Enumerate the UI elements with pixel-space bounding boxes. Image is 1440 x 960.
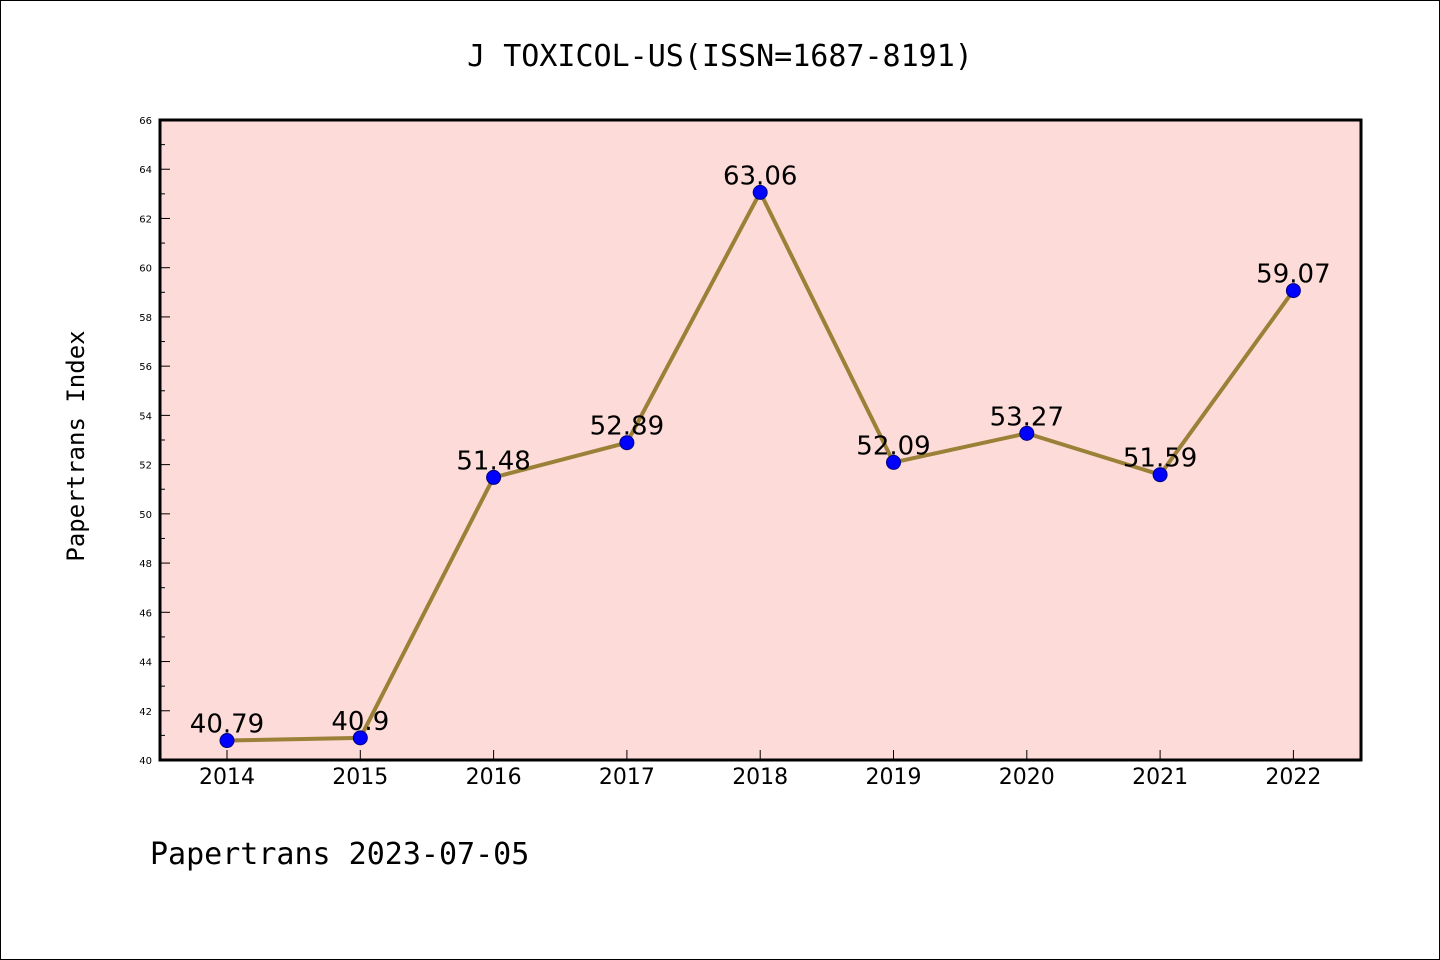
y-tick-label: 60 [139, 264, 152, 275]
y-tick-label: 56 [139, 362, 152, 373]
y-tick-label: 64 [139, 165, 152, 176]
data-point [752, 184, 768, 200]
y-tick-label: 52 [139, 461, 152, 472]
data-labels-group: 40.79 40.9 51.48 52.89 63.06 52.09 53.27 51.59 5… [190, 161, 1331, 739]
x-tick-label: 2021 [1132, 765, 1188, 790]
data-point [219, 733, 235, 749]
y-tick-label: 66 [139, 116, 152, 127]
y-axis-label: Papertrans Index [62, 330, 90, 561]
data-label: 40.79 [190, 710, 264, 740]
data-label: 40.9 [331, 707, 389, 737]
x-tick-label: 2020 [999, 765, 1055, 790]
data-point [352, 730, 368, 746]
data-label: 51.59 [1123, 444, 1197, 474]
data-label: 53.27 [990, 402, 1064, 432]
data-label: 63.06 [723, 161, 797, 191]
x-tick-label: 2016 [466, 765, 522, 790]
x-tick-label: 2019 [866, 765, 922, 790]
y-tick-label: 54 [139, 411, 152, 422]
data-label: 51.48 [456, 446, 530, 476]
plot-area [158, 118, 1363, 762]
data-label: 59.07 [1256, 260, 1330, 290]
y-tick-label: 62 [139, 214, 152, 225]
data-point [619, 435, 635, 451]
data-point [1152, 467, 1168, 483]
y-tick-label: 50 [139, 510, 152, 521]
y-tick-label: 44 [139, 658, 152, 669]
data-point [486, 469, 502, 485]
markers-group [219, 184, 1301, 749]
y-tick-label: 48 [139, 559, 152, 570]
x-tick-label: 2014 [199, 765, 255, 790]
data-label: 52.09 [856, 431, 930, 461]
y-tick-label: 42 [139, 707, 152, 718]
data-label: 52.89 [590, 412, 664, 442]
x-tick-label: 2022 [1265, 765, 1321, 790]
data-point [1019, 425, 1035, 441]
y-tick-label: 46 [139, 608, 152, 619]
y-axis: 40 42 44 46 48 50 52 54 56 58 60 62 64 66 [139, 116, 170, 767]
y-tick-label: 58 [139, 313, 152, 324]
y-tick-label: 40 [139, 756, 152, 767]
x-axis: 2014 2015 2016 2017 2018 2019 2020 2021 2022 [199, 750, 1321, 790]
x-tick-label: 2018 [732, 765, 788, 790]
footer-text: Papertrans 2023-07-05 [150, 837, 529, 872]
data-point [886, 454, 901, 470]
x-tick-label: 2017 [599, 765, 655, 790]
chart-title: J TOXICOL-US(ISSN=1687-8191) [467, 39, 973, 74]
data-point [1285, 283, 1301, 299]
x-tick-label: 2015 [332, 765, 388, 790]
